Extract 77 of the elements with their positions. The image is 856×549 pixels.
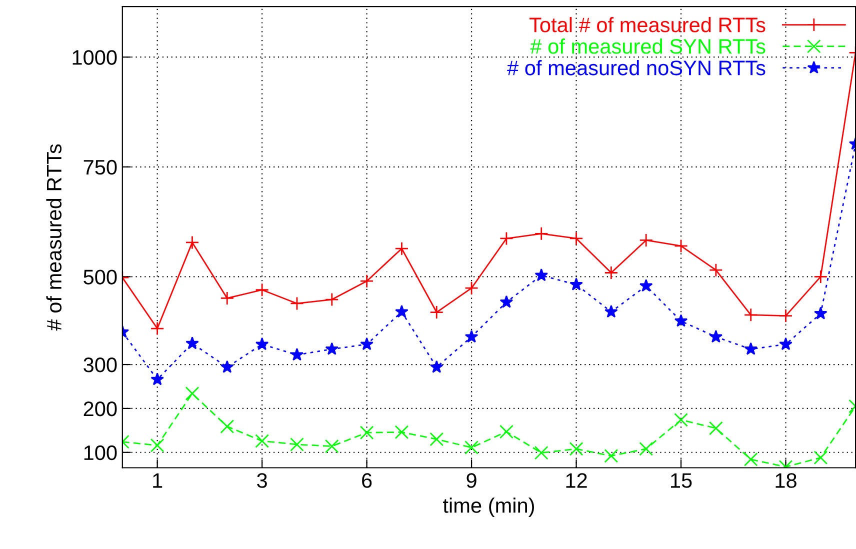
point xyxy=(534,226,548,241)
point xyxy=(220,360,234,373)
point xyxy=(220,291,234,306)
point xyxy=(430,432,444,446)
point xyxy=(290,438,304,452)
point xyxy=(185,235,200,250)
point xyxy=(500,424,514,439)
point xyxy=(639,442,654,456)
point xyxy=(674,314,688,327)
point xyxy=(814,306,828,320)
x-tick-label: 12 xyxy=(566,473,587,488)
point xyxy=(708,263,723,278)
point xyxy=(534,446,548,460)
point xyxy=(708,421,723,436)
point xyxy=(150,372,164,386)
point xyxy=(604,304,618,318)
point xyxy=(360,426,374,440)
point xyxy=(709,330,723,343)
point xyxy=(430,360,444,373)
point xyxy=(255,434,270,448)
point xyxy=(639,278,653,292)
x-tick-label: 1 xyxy=(153,473,162,488)
point xyxy=(395,304,408,318)
point xyxy=(394,425,409,440)
point xyxy=(220,420,234,434)
y-tick-label: 200 xyxy=(84,401,117,416)
point xyxy=(290,296,304,310)
point xyxy=(360,337,374,350)
point xyxy=(255,337,269,350)
point xyxy=(814,450,828,465)
point xyxy=(324,439,339,454)
y-tick-label: 750 xyxy=(84,160,117,175)
point xyxy=(185,386,200,400)
point xyxy=(570,278,583,290)
point xyxy=(500,232,514,246)
point xyxy=(255,282,270,297)
point xyxy=(150,438,164,452)
point xyxy=(639,233,654,248)
x-tick-label: 15 xyxy=(671,473,692,488)
point xyxy=(744,452,758,466)
x-tick-label: 6 xyxy=(362,473,372,488)
point xyxy=(534,268,548,282)
legend-label: # of measured noSYN RTTs xyxy=(507,60,766,76)
point xyxy=(779,337,792,350)
x-tick-label: 18 xyxy=(776,473,796,488)
legend-label: # of measured SYN RTTs xyxy=(530,38,766,54)
point xyxy=(290,348,304,361)
point xyxy=(674,412,688,427)
point xyxy=(674,239,688,253)
point xyxy=(360,274,374,288)
point xyxy=(604,448,618,463)
point xyxy=(604,266,618,280)
point xyxy=(744,308,758,322)
legend-label: Total # of measured RTTs xyxy=(529,17,766,32)
x-axis-title: time (min) xyxy=(443,498,534,517)
point xyxy=(778,308,793,323)
x-tick-label: 9 xyxy=(466,473,476,488)
y-tick-label: 300 xyxy=(84,358,117,372)
y-tick-label: 500 xyxy=(84,270,117,284)
x-tick-label: 3 xyxy=(257,473,267,488)
point xyxy=(430,305,444,320)
y-tick-label: 100 xyxy=(84,445,117,460)
point xyxy=(464,330,478,343)
point xyxy=(569,232,584,246)
point xyxy=(464,281,478,296)
point xyxy=(744,342,758,355)
point xyxy=(814,270,828,284)
point xyxy=(394,242,409,256)
point xyxy=(500,295,514,308)
point xyxy=(464,440,478,454)
y-axis-title: # of measured RTTs xyxy=(46,144,62,331)
point xyxy=(325,342,339,355)
point xyxy=(569,442,584,456)
point xyxy=(150,322,164,336)
point xyxy=(324,292,339,306)
y-tick-label: 1000 xyxy=(72,50,117,65)
point xyxy=(186,336,199,350)
